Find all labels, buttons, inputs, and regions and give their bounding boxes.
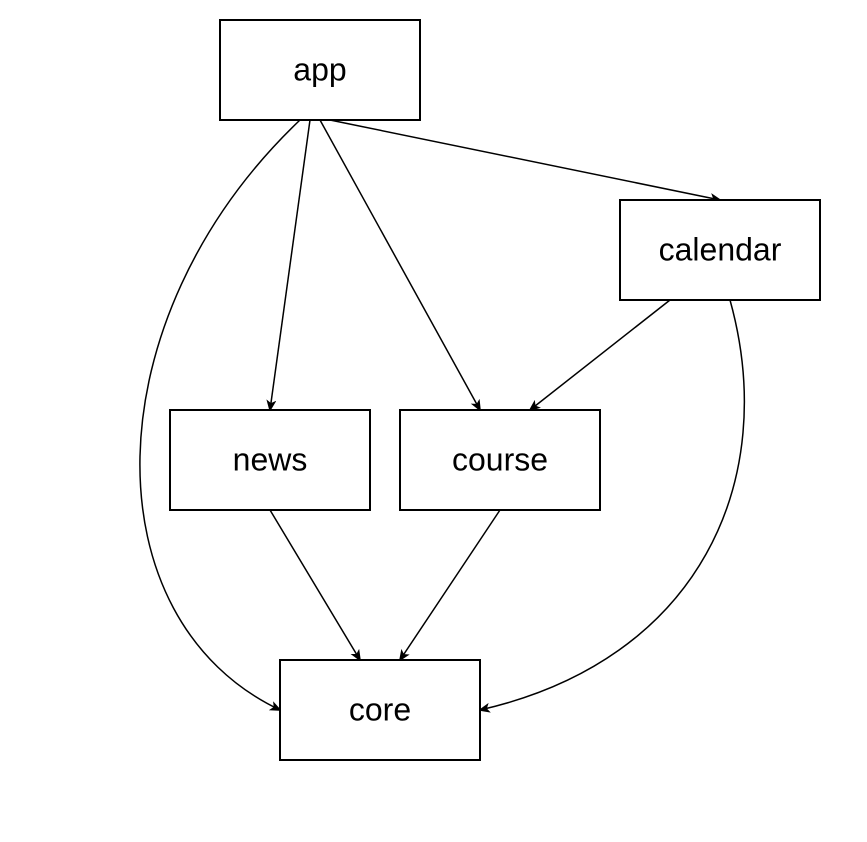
- edge-news-to-core: [270, 510, 360, 660]
- edge-calendar-to-course: [530, 300, 670, 410]
- edge-app-to-news: [270, 120, 310, 410]
- node-course: course: [400, 410, 600, 510]
- node-app-label: app: [293, 51, 346, 87]
- node-news-label: news: [233, 441, 308, 477]
- node-core-label: core: [349, 691, 411, 727]
- node-news: news: [170, 410, 370, 510]
- edge-course-to-core: [400, 510, 500, 660]
- node-calendar: calendar: [620, 200, 820, 300]
- node-course-label: course: [452, 441, 548, 477]
- edge-app-to-course: [320, 120, 480, 410]
- node-core: core: [280, 660, 480, 760]
- dependency-diagram: app calendar news course core: [0, 0, 867, 842]
- node-calendar-label: calendar: [659, 231, 782, 267]
- edge-app-to-calendar: [330, 120, 720, 200]
- node-app: app: [220, 20, 420, 120]
